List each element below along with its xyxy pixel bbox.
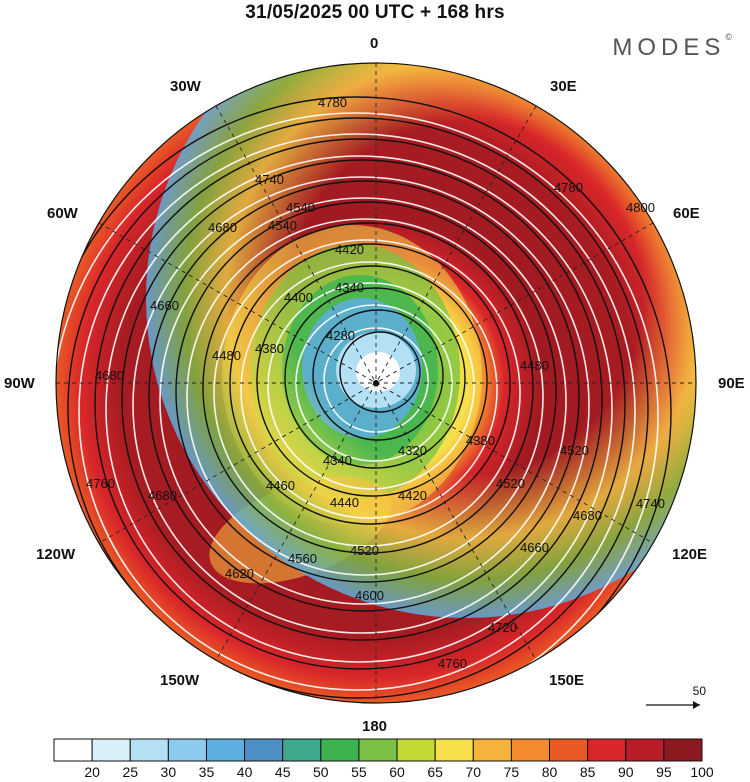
lon-label-60e: 60E	[673, 205, 700, 222]
lon-label-90w: 90W	[4, 375, 35, 392]
contour-label: 4720	[488, 620, 517, 635]
colorbar-tick-label: 60	[389, 764, 405, 780]
colorbar-tick-label: 40	[236, 764, 253, 780]
contour-value-labels: 4780 4780 4760 4760 4740 4740 4680 4680 …	[86, 95, 665, 671]
contour-label: 4340	[335, 280, 364, 295]
reference-vector-label: 50	[692, 684, 706, 698]
contour-label: 4680	[573, 508, 602, 523]
copyright-mark: ©	[725, 32, 732, 42]
colorbar-tick-label: 35	[198, 764, 215, 780]
colorbar-tick-label: 95	[656, 764, 672, 780]
colorbar-tick-label: 75	[503, 764, 520, 780]
colorbar-tick-label: 65	[427, 764, 443, 780]
lon-label-120e: 120E	[672, 546, 708, 563]
contour-label: 4520	[496, 476, 525, 491]
contour-label: 4480	[520, 358, 549, 373]
contour-label: 4320	[398, 443, 427, 458]
colorbar-tick-label: 100	[690, 764, 714, 780]
lon-label-150w: 150W	[160, 672, 200, 689]
map-title: 31/05/2025 00 UTC + 168 hrs	[245, 2, 505, 23]
contour-label: 4600	[355, 588, 384, 603]
contour-label: 4760	[438, 656, 467, 671]
contour-label: 4540	[286, 200, 315, 215]
contour-label: 4780	[554, 180, 583, 195]
brand-text: MODES	[612, 34, 726, 61]
contour-label: 4420	[335, 242, 364, 257]
colorbar-tick-label: 30	[160, 764, 177, 780]
contour-label: 4660	[150, 298, 179, 313]
contour-label: 4660	[520, 540, 549, 555]
contour-label: 4440	[330, 495, 359, 510]
colorbar-tick-label: 70	[465, 764, 482, 780]
contour-label: 4740	[636, 496, 665, 511]
lon-label-150e: 150E	[549, 672, 585, 689]
map-boundary	[55, 62, 697, 704]
geopotential-contours	[56, 96, 672, 703]
wind-speed-field	[56, 63, 696, 703]
contour-label: 4480	[212, 348, 241, 363]
contour-label: 4520	[350, 543, 379, 558]
contour-label: 4280	[326, 328, 355, 343]
contour-label: 4680	[208, 220, 237, 235]
lon-label-30w: 30W	[170, 78, 201, 95]
contour-label: 4620	[225, 566, 254, 581]
contour-label: 4380	[255, 341, 284, 356]
contour-label: 4400	[284, 290, 313, 305]
colorbar-tick-label: 25	[122, 764, 139, 780]
contour-label: 4380	[466, 433, 495, 448]
modes-logo: MODES©	[612, 32, 732, 62]
colorbar-tick-label: 85	[579, 764, 596, 780]
lon-label-30e: 30E	[550, 78, 577, 95]
colorbar-tick-label: 45	[274, 764, 291, 780]
contour-label: 4740	[255, 172, 284, 187]
contour-label: 4520	[560, 443, 589, 458]
colorbar-tick-label: 50	[313, 764, 329, 780]
lon-label-60w: 60W	[47, 205, 78, 222]
contour-label: 4340	[323, 453, 352, 468]
lon-label-180: 180	[362, 718, 388, 735]
contour-label: 4460	[266, 478, 295, 493]
lon-label-0: 0	[370, 35, 379, 52]
contour-label: 4780	[318, 95, 347, 110]
lon-label-120w: 120W	[36, 546, 76, 563]
colorbar-tick-label: 90	[617, 764, 634, 780]
contour-label: 4540	[268, 218, 297, 233]
lon-label-90e: 90E	[718, 375, 745, 392]
colorbar-tick-label: 20	[84, 764, 100, 780]
contour-label: 4760	[86, 476, 115, 491]
contour-label: 4680	[148, 488, 177, 503]
colorbar-tick-label: 80	[541, 764, 558, 780]
north-pole-marker	[373, 380, 379, 386]
colorbar-tick-label: 55	[351, 764, 367, 780]
contour-label: 4560	[288, 551, 317, 566]
wind-streamlines	[56, 112, 659, 703]
contour-label: 4680	[95, 368, 124, 383]
contour-label: 4420	[398, 488, 427, 503]
contour-label: 4800	[626, 200, 655, 215]
